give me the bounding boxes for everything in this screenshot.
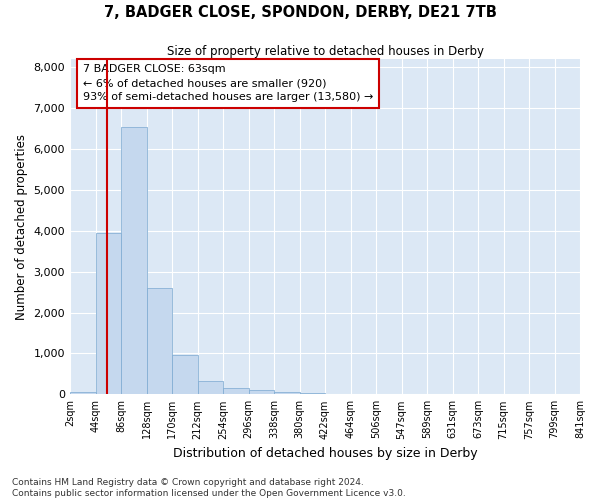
Bar <box>95 233 121 394</box>
Bar <box>121 126 146 394</box>
Text: Contains HM Land Registry data © Crown copyright and database right 2024.
Contai: Contains HM Land Registry data © Crown c… <box>12 478 406 498</box>
X-axis label: Distribution of detached houses by size in Derby: Distribution of detached houses by size … <box>173 447 478 460</box>
Text: 7, BADGER CLOSE, SPONDON, DERBY, DE21 7TB: 7, BADGER CLOSE, SPONDON, DERBY, DE21 7T… <box>104 5 496 20</box>
Bar <box>172 356 197 395</box>
Bar <box>299 392 325 394</box>
Bar <box>223 388 248 394</box>
Title: Size of property relative to detached houses in Derby: Size of property relative to detached ho… <box>167 45 484 58</box>
Bar <box>248 390 274 394</box>
Bar <box>197 381 223 394</box>
Bar <box>274 392 299 394</box>
Y-axis label: Number of detached properties: Number of detached properties <box>15 134 28 320</box>
Text: 7 BADGER CLOSE: 63sqm
← 6% of detached houses are smaller (920)
93% of semi-deta: 7 BADGER CLOSE: 63sqm ← 6% of detached h… <box>83 64 373 102</box>
Bar <box>70 392 95 394</box>
Bar <box>146 288 172 395</box>
